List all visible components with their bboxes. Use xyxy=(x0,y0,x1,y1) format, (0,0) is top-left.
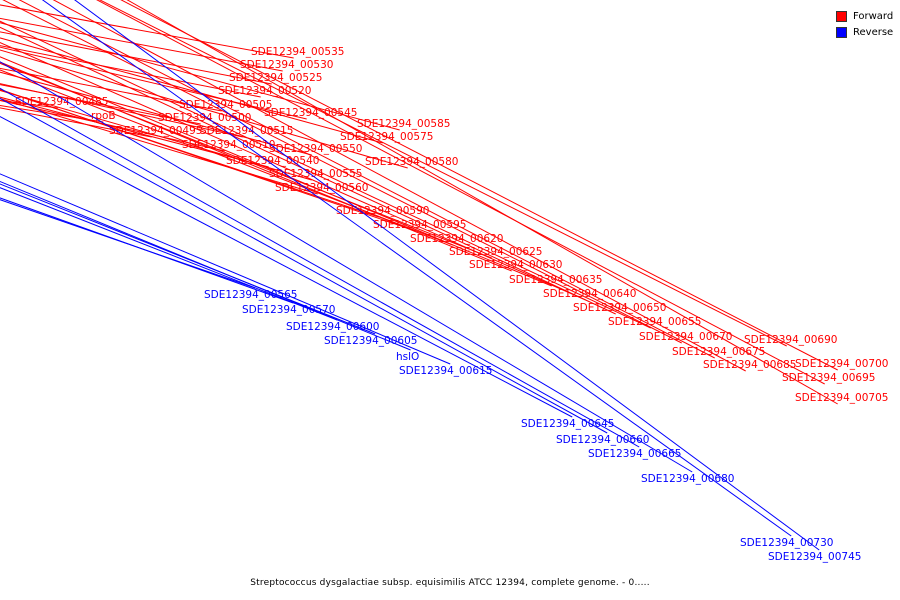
gene-label-sde12394-00585: SDE12394_00585 xyxy=(357,118,450,130)
gene-label-sde12394-00660: SDE12394_00660 xyxy=(556,434,649,446)
leader-line-sde12394-00540 xyxy=(0,96,269,168)
leader-line-sde12394-00625 xyxy=(0,62,492,259)
leader-line-sde12394-00730 xyxy=(41,0,792,537)
leader-line-sde12394-00555 xyxy=(0,90,312,181)
leader-line-sde12394-00530 xyxy=(0,17,283,72)
leader-line-sde12394-00665 xyxy=(0,87,640,448)
gene-label-sde12394-00705: SDE12394_00705 xyxy=(795,392,888,404)
gene-label-sde12394-00645: SDE12394_00645 xyxy=(521,418,614,430)
leader-line-sde12394-00700 xyxy=(120,0,838,371)
gene-label-sde12394-00535: SDE12394_00535 xyxy=(251,46,344,58)
leader-line-sde12394-00585 xyxy=(0,22,400,131)
leader-line-sde12394-00615 xyxy=(0,173,451,365)
legend-forward: Forward xyxy=(836,8,900,24)
gene-label-sde12394-00620: SDE12394_00620 xyxy=(410,233,503,245)
gene-label-sde12394-00730: SDE12394_00730 xyxy=(740,537,833,549)
leader-line-sde12394-00630 xyxy=(0,61,512,272)
forward-swatch xyxy=(836,10,847,22)
gene-label-sde12394-00745: SDE12394_00745 xyxy=(768,551,861,563)
gene-label-sde12394-00625: SDE12394_00625 xyxy=(449,246,542,258)
leader-line-sde12394-00575 xyxy=(0,37,383,144)
leader-line-sde12394-00655 xyxy=(0,20,651,329)
leader-line-sde12394-00650 xyxy=(0,26,616,315)
leader-line-sde12394-00745 xyxy=(74,0,820,551)
gene-label-sde12394-00675: SDE12394_00675 xyxy=(672,346,765,358)
gene-label-sde12394-00530: SDE12394_00530 xyxy=(240,59,333,71)
leader-line-sde12394-00635 xyxy=(0,56,552,287)
gene-label-sde12394-00665: SDE12394_00665 xyxy=(588,448,681,460)
leader-line-sde12394-00600 xyxy=(0,187,338,321)
leader-line-sde12394-00535 xyxy=(0,4,294,59)
label-layer: SDE12394_00485rpoBSDE12394_00495SDE12394… xyxy=(0,0,888,563)
leader-line-sde12394-00570 xyxy=(0,197,294,304)
gene-label-sde12394-00565: SDE12394_00565 xyxy=(204,289,297,301)
reverse-swatch xyxy=(836,26,847,38)
leader-line-sde12394-00670 xyxy=(2,0,682,344)
gene-label-sde12394-00680: SDE12394_00680 xyxy=(641,473,734,485)
leader-line-sde12394-00685 xyxy=(52,0,746,372)
legend-reverse-label: Reverse xyxy=(853,26,894,38)
gene-label-sde12394-00505: SDE12394_00505 xyxy=(179,99,272,111)
leader-line-sde12394-00505 xyxy=(0,67,222,112)
gene-label-sde12394-00570: SDE12394_00570 xyxy=(242,304,335,316)
gene-label-sde12394-00695: SDE12394_00695 xyxy=(782,372,875,384)
leader-line-sde12394-00695 xyxy=(96,0,825,385)
leader-line-sde12394-00675 xyxy=(18,0,715,359)
leader-line-sde12394-00550 xyxy=(0,71,312,156)
gene-label-hslo: hslO xyxy=(396,351,419,363)
leader-line-sde12394-00565 xyxy=(0,199,256,289)
gene-label-sde12394-00670: SDE12394_00670 xyxy=(639,331,732,343)
legend-reverse: Reverse xyxy=(836,24,900,40)
leader-line-hslo xyxy=(0,180,411,351)
gene-label-sde12394-00615: SDE12394_00615 xyxy=(399,365,492,377)
leader-line-sde12394-00705 xyxy=(126,0,838,405)
map-caption: Streptococcus dysgalactiae subsp. equisi… xyxy=(250,578,650,588)
legend-forward-label: Forward xyxy=(853,10,894,22)
leader-line-sde12394-00595 xyxy=(0,88,416,232)
legend: Forward Reverse xyxy=(836,8,900,40)
leader-line-sde12394-00680 xyxy=(0,61,693,473)
leader-line-sde12394-00545 xyxy=(0,46,307,120)
leader-line-sde12394-00640 xyxy=(0,41,586,301)
gene-label-sde12394-00685: SDE12394_00685 xyxy=(703,359,796,371)
leader-line-sde12394-00660 xyxy=(0,97,608,434)
gene-label-sde12394-00690: SDE12394_00690 xyxy=(744,334,837,346)
gene-label-sde12394-00605: SDE12394_00605 xyxy=(324,335,417,347)
leader-line-sde12394-00620 xyxy=(0,69,453,246)
leader-line-sde12394-00645 xyxy=(0,116,573,418)
leader-line-sde12394-00560 xyxy=(0,98,318,195)
leader-line-sde12394-00690 xyxy=(98,0,787,347)
gene-label-sde12394-00525: SDE12394_00525 xyxy=(229,72,322,84)
gene-label-sde12394-00700: SDE12394_00700 xyxy=(795,358,888,370)
leader-line-sde12394-00605 xyxy=(0,183,376,335)
